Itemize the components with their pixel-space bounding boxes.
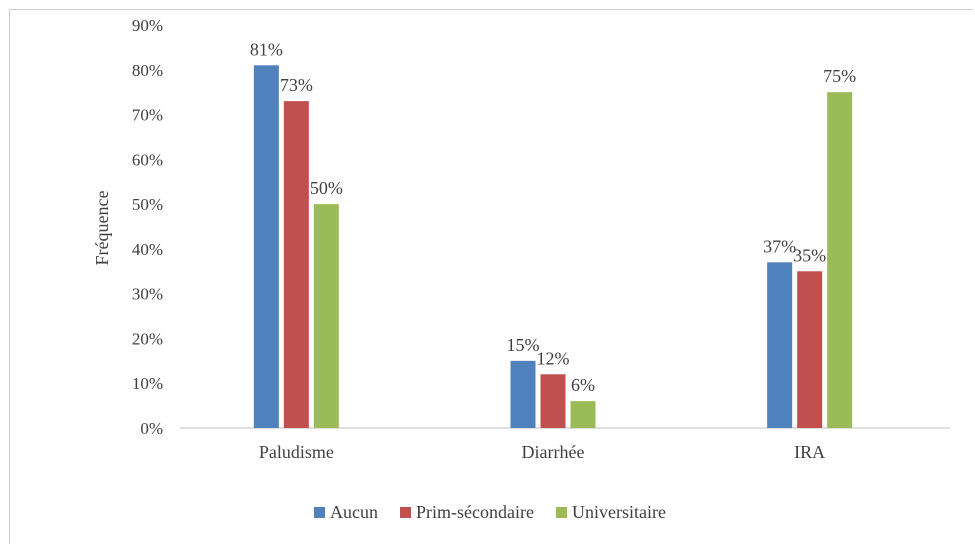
category-label: IRA	[794, 442, 825, 462]
legend-label: Prim-sécondaire	[416, 502, 534, 522]
bar-prim-s-condaire-1	[540, 374, 566, 428]
bar-aucun-1	[510, 360, 536, 428]
data-label: 50%	[310, 178, 343, 198]
y-tick-label: 10%	[132, 374, 163, 393]
y-tick-label: 70%	[132, 106, 163, 125]
y-tick-label: 20%	[132, 329, 163, 348]
category-label: Paludisme	[259, 442, 334, 462]
y-tick-label: 80%	[132, 61, 163, 80]
legend-swatch	[400, 507, 412, 518]
y-tick-label: 50%	[132, 195, 163, 214]
legend-item: Universitaire	[556, 502, 666, 522]
legend-label: Universitaire	[572, 502, 666, 522]
data-label: 37%	[763, 236, 796, 256]
y-tick-label: 0%	[140, 419, 163, 438]
y-tick-label: 40%	[132, 240, 163, 259]
y-tick-label: 60%	[132, 150, 163, 169]
y-tick-label: 30%	[132, 285, 163, 304]
bar-universitaire-1	[570, 401, 596, 428]
legend: Aucun Prim-sécondaire Universitaire	[314, 502, 666, 522]
data-label: 81%	[250, 39, 283, 59]
data-label: 73%	[280, 75, 313, 95]
data-labels: 81% 73% 50% 15%12%6% 37%35% 75%	[250, 39, 856, 395]
y-axis-label: Fréquence	[92, 191, 112, 266]
bar-prim-s-condaire-0	[283, 101, 309, 428]
legend-label: Aucun	[330, 502, 378, 522]
data-label: 15%	[507, 335, 540, 355]
bar-aucun-2	[767, 262, 793, 428]
legend-item: Aucun	[314, 502, 378, 522]
data-label: 75%	[823, 66, 856, 86]
bars	[253, 65, 853, 429]
data-label: 35%	[793, 245, 826, 265]
category-label: Diarrhée	[522, 442, 585, 462]
bar-prim-s-condaire-2	[797, 271, 823, 428]
y-axis-ticks: 0% 10% 20% 30% 40% 50% 60% 70% 80% 90%	[132, 16, 163, 438]
bar-universitaire-2	[827, 92, 853, 429]
data-label: 6%	[571, 375, 595, 395]
bar-universitaire-0	[313, 204, 339, 428]
legend-swatch	[314, 507, 326, 518]
legend-swatch	[556, 507, 567, 518]
legend-item: Prim-sécondaire	[400, 502, 534, 522]
data-label: 12%	[537, 348, 570, 368]
bar-aucun-0	[253, 65, 279, 429]
chart-frame	[9, 9, 973, 544]
x-axis-categories: Paludisme Diarrhée IRA	[259, 442, 825, 462]
y-tick-label: 90%	[132, 16, 163, 35]
